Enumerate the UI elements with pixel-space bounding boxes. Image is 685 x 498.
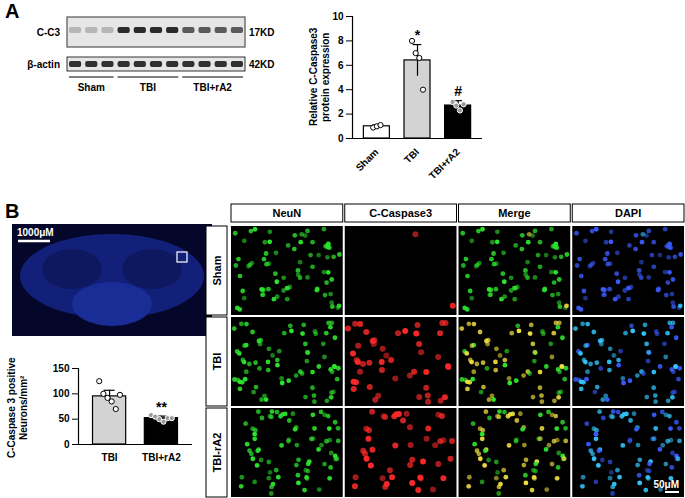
svg-text:0: 0	[64, 439, 70, 450]
svg-text:4: 4	[338, 84, 344, 95]
html-text:A: A	[5, 0, 20, 22]
svg-text:*: *	[415, 27, 421, 43]
html-text:B: B	[5, 200, 20, 222]
svg-text:150: 150	[53, 363, 70, 374]
svg-text:50: 50	[58, 413, 70, 424]
svg-text:42KD: 42KD	[249, 59, 275, 70]
svg-text:**: **	[156, 399, 167, 415]
svg-text:6: 6	[338, 60, 344, 71]
html-text:Neurons/mm²: Neurons/mm²	[18, 375, 29, 441]
svg-text:Sham: Sham	[211, 255, 223, 285]
svg-text:TBI: TBI	[102, 452, 118, 463]
svg-text:Merge: Merge	[498, 207, 530, 219]
svg-text:0: 0	[338, 133, 344, 144]
svg-text:1000μM: 1000μM	[17, 227, 54, 238]
svg-text:Sham: Sham	[354, 146, 381, 173]
svg-text:17KD: 17KD	[249, 27, 275, 38]
svg-text:TBI+rA2: TBI+rA2	[193, 82, 232, 93]
html-text:C-Caspase 3 positive: C-Caspase 3 positive	[6, 357, 17, 459]
html-text:protein expression: protein expression	[320, 32, 331, 122]
svg-text:100: 100	[53, 388, 70, 399]
svg-text:10: 10	[332, 11, 344, 22]
svg-text:NeuN: NeuN	[273, 207, 302, 219]
html-text:Relative C-Caspase3: Relative C-Caspase3	[308, 27, 319, 127]
svg-text:50μM: 50μM	[653, 479, 679, 490]
svg-text:8: 8	[338, 35, 344, 46]
svg-text:DAPI: DAPI	[615, 207, 641, 219]
svg-text:TBI-rA2: TBI-rA2	[211, 433, 223, 473]
svg-text:TBI+rA2: TBI+rA2	[427, 146, 462, 181]
svg-text:TBI: TBI	[211, 353, 223, 371]
svg-text:TBI: TBI	[402, 146, 421, 165]
svg-text:C-Caspase3: C-Caspase3	[369, 207, 432, 219]
svg-text:C-C3: C-C3	[37, 27, 61, 38]
svg-text:TBI: TBI	[140, 82, 156, 93]
svg-text:TBI+rA2: TBI+rA2	[142, 452, 181, 463]
svg-text:2: 2	[338, 108, 344, 119]
svg-text:#: #	[454, 83, 462, 99]
svg-text:β-actin: β-actin	[27, 59, 60, 70]
svg-text:Sham: Sham	[78, 82, 105, 93]
